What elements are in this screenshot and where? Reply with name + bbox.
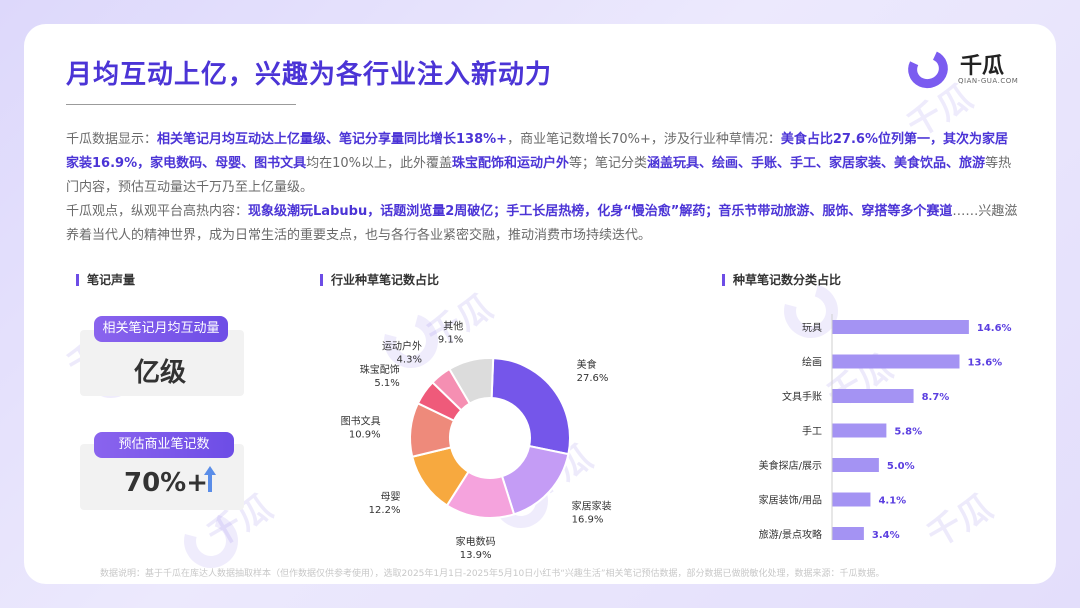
category-bar-chart: 玩具 14.6% 绘画 13.6% 文具手账 8.7% 手工 5.8% 美食探店/展示 5.0% 家… [759, 314, 1012, 540]
slice-value: 16.9% [572, 515, 604, 526]
slice-value: 9.1% [438, 334, 463, 345]
bar-category-label: 绘画 [802, 356, 822, 369]
kpi-label-commercial: 预估商业笔记数 [94, 432, 234, 458]
footnote: 数据说明：基于千瓜在库达人数据抽取样本（但作数据仅供参考使用），选取2025年1… [100, 569, 885, 579]
slice-label: 家电数码 [456, 535, 496, 548]
industry-donut-chart: 美食 27.6% 家居家装 16.9% 家电数码 13.9% 母婴 12.2% 图书文具 10.9… [341, 319, 612, 558]
kpi-label-interaction: 相关笔记月均互动量 [94, 316, 228, 342]
bar-value-label: 8.7% [922, 392, 950, 403]
bar-category-label: 玩具 [802, 322, 822, 334]
slice-value: 27.6% [577, 373, 609, 384]
page-title: 月均互动上亿，兴趣为各行业注入新动力 [66, 60, 553, 90]
slice-label: 家居家装 [572, 500, 612, 513]
body-text: 等；笔记分类 [569, 156, 648, 171]
up-arrow-icon [204, 466, 216, 492]
bar [832, 492, 871, 507]
slice-label: 母婴 [380, 491, 400, 503]
body-text: 均在10%以上，此外覆盖 [306, 156, 453, 171]
body-text: 千瓜数据显示： [66, 132, 158, 147]
bar-category-label: 美食探店/展示 [759, 459, 822, 472]
donut-slice [448, 357, 495, 405]
bar-category-label: 家居装饰/用品 [759, 494, 822, 507]
brand-logo: 千瓜 QIAN-GUA.COM [902, 44, 1030, 94]
bar [832, 423, 887, 438]
slice-value: 5.1% [374, 378, 399, 389]
section-title-volume: 笔记声量 [76, 274, 135, 286]
bar-value-label: 14.6% [977, 323, 1012, 334]
slice-value: 12.2% [369, 505, 401, 516]
slice-label: 美食 [577, 358, 597, 371]
bar [832, 320, 969, 334]
body-text: ，商业笔记数增长70%+，涉及行业种草情况： [507, 132, 781, 147]
highlight-text: 涵盖玩具、绘画、手账、手工、家居家装、美食饮品、旅游 [647, 156, 986, 171]
report-card: 千瓜 千瓜 千瓜 千瓜 千瓜 千瓜 千瓜 月均互动上亿，兴趣为各行业注入新动力 … [24, 24, 1056, 584]
bar-category-label: 手工 [802, 425, 822, 438]
section-title-industry: 行业种草笔记数占比 [320, 274, 439, 286]
highlight-text: 现象级潮玩Labubu，话题浏览量2周破亿；手工长居热榜，化身“慢治愈”解药；音… [248, 204, 953, 219]
highlight-text: 美食占比27.6%位列第一，其次为家居家装16.9%，家电数码、母婴、图书文具 [66, 132, 1008, 171]
summary-paragraph: 千瓜数据显示：相关笔记月均互动达上亿量级、笔记分享量同比增长138%+，商业笔记… [66, 128, 1018, 200]
highlight-text: 珠宝配饰和运动户外 [452, 156, 570, 171]
bar [832, 389, 914, 403]
brand-mark-icon [902, 44, 954, 94]
slice-label: 图书文具 [341, 414, 381, 427]
bar-value-label: 3.4% [872, 530, 900, 540]
section-title-category: 种草笔记数分类占比 [722, 274, 841, 286]
bar-value-label: 4.1% [878, 496, 906, 507]
body-text: 等热门内容，预估互动量达千万乃至上亿量级。 [66, 156, 1012, 195]
kpi-value-commercial: 70%+ [124, 468, 209, 498]
slice-label: 其他 [443, 319, 463, 332]
donut-slice [500, 444, 570, 516]
bar-value-label: 5.0% [887, 461, 915, 472]
slice-value: 10.9% [349, 429, 381, 440]
bar-category-label: 文具手账 [782, 390, 822, 403]
bar-category-label: 旅游/景点攻略 [759, 528, 822, 540]
slice-value: 4.3% [397, 355, 422, 366]
bar-value-label: 5.8% [894, 427, 922, 438]
brand-url: QIAN-GUA.COM [958, 77, 1019, 85]
brand-name: 千瓜 [960, 54, 1005, 79]
bar [832, 527, 864, 540]
bar [832, 458, 879, 472]
slice-label: 珠宝配饰 [360, 363, 400, 376]
opinion-paragraph: 千瓜观点，纵观平台高热内容：现象级潮玩Labubu，话题浏览量2周破亿；手工长居… [66, 200, 1018, 248]
body-text: 千瓜观点，纵观平台高热内容： [66, 204, 249, 219]
highlight-text: 相关笔记月均互动达上亿量级、笔记分享量同比增长138%+ [157, 132, 508, 147]
bar [832, 354, 960, 369]
body-text: ……兴趣滋养着当代人的精神世界，成为日常生活的重要支点，也与各行各业紧密交融，推… [66, 204, 1018, 243]
bar-value-label: 13.6% [968, 358, 1003, 369]
donut-slice [490, 357, 571, 456]
kpi-value-interaction: 亿级 [134, 358, 187, 388]
slice-value: 13.9% [460, 550, 492, 558]
slice-label: 运动户外 [382, 340, 422, 353]
title-divider [66, 104, 296, 105]
